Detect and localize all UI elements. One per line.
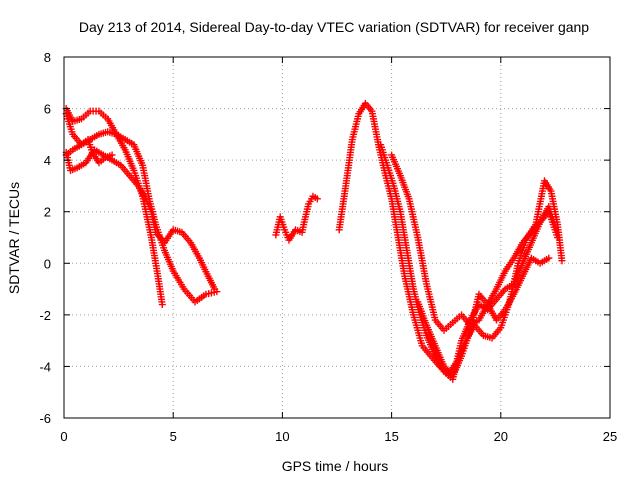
series-track-7 <box>377 141 562 383</box>
x-tick-label: 15 <box>384 429 398 444</box>
grid <box>64 57 610 418</box>
y-tick-label: -2 <box>39 308 51 323</box>
data-point <box>158 301 166 309</box>
y-tick-label: 6 <box>44 102 51 117</box>
y-axis-label: SDTVAR / TECUs <box>6 182 22 294</box>
data-point <box>558 257 566 265</box>
ticks: 0 5 10 15 20 25 -6 -4 -2 0 2 4 6 8 <box>39 50 617 444</box>
series-track-9 <box>414 254 553 381</box>
chart-title: Day 213 of 2014, Sidereal Day-to-day VTE… <box>79 19 589 35</box>
y-tick-label: -6 <box>39 411 51 426</box>
y-tick-label: 4 <box>44 153 51 168</box>
series-track-5 <box>272 192 321 244</box>
data-point <box>554 234 562 241</box>
series-track-8 <box>388 151 562 334</box>
series-track-3 <box>62 146 219 293</box>
x-tick-label: 5 <box>170 429 177 444</box>
x-tick-label: 10 <box>275 429 289 444</box>
x-tick-label: 25 <box>603 429 617 444</box>
x-tick-label: 0 <box>60 429 67 444</box>
plot-frame <box>63 56 611 419</box>
data-point <box>313 195 321 203</box>
x-tick-label: 20 <box>494 429 508 444</box>
data-point <box>545 254 553 262</box>
y-tick-label: 2 <box>44 205 51 220</box>
series-track-4 <box>62 136 116 167</box>
series-group <box>62 99 566 383</box>
y-tick-label: -4 <box>39 359 51 374</box>
x-axis-label: GPS time / hours <box>282 458 389 474</box>
data-point <box>211 285 219 293</box>
y-tick-label: 8 <box>44 50 51 65</box>
data-point <box>108 151 116 159</box>
y-tick-label: 0 <box>44 256 51 271</box>
